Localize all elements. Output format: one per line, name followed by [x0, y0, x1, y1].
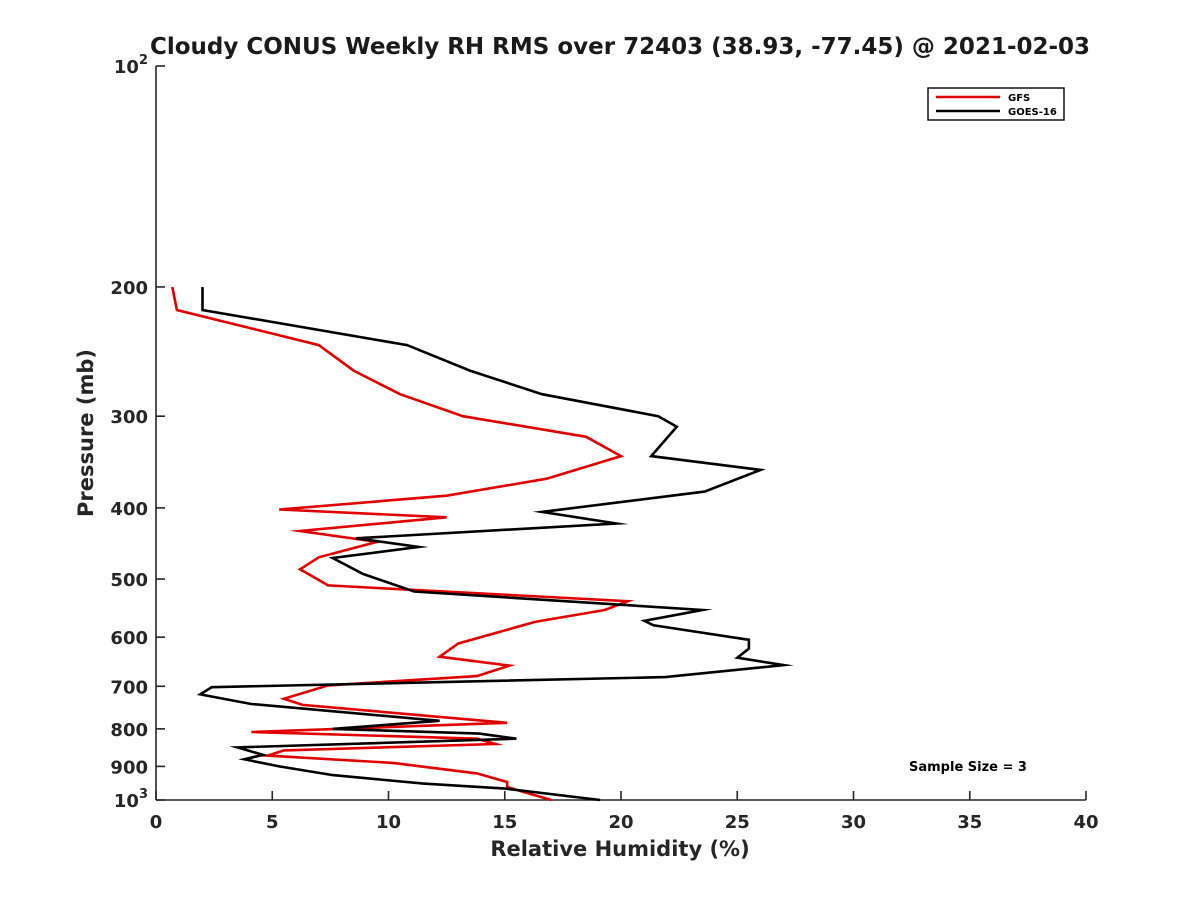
series-line-goes-16	[196, 287, 794, 802]
x-tick-label: 30	[841, 812, 866, 833]
y-tick-base: 10	[114, 791, 139, 812]
x-axis-label: Relative Humidity (%)	[490, 837, 749, 861]
legend: GFS GOES-16	[927, 87, 1065, 121]
plot-series	[171, 286, 794, 802]
y-axis-label: Pressure (mb)	[74, 349, 98, 517]
legend-label: GFS	[1008, 93, 1030, 104]
y-tick-label: 103	[114, 787, 148, 812]
x-tick-label: 10	[376, 812, 401, 833]
x-tick-label: 5	[266, 812, 279, 833]
chart-title: Cloudy CONUS Weekly RH RMS over 72403 (3…	[150, 34, 1090, 60]
x-tick-label: 20	[608, 812, 633, 833]
series-line-gfs	[171, 286, 635, 802]
y-tick-exponent: 3	[139, 787, 148, 802]
sample-size-annotation: Sample Size = 3	[909, 760, 1027, 775]
x-tick-label: 0	[150, 812, 163, 833]
y-tick-label: 300	[110, 407, 148, 428]
y-tick-label: 400	[110, 499, 148, 520]
x-tick-label: 40	[1073, 812, 1098, 833]
x-tick-label: 25	[725, 812, 750, 833]
y-tick-label: 700	[110, 677, 148, 698]
y-tick-label: 102	[114, 53, 148, 78]
plot-axes: 0 5 10 15 20 25 30 35 40102200300400500600700800…	[110, 53, 1098, 833]
y-tick-exponent: 2	[139, 53, 148, 68]
legend-box	[927, 87, 1065, 121]
y-tick-label: 800	[110, 720, 148, 741]
y-tick-base: 10	[114, 57, 139, 78]
y-tick-label: 500	[110, 570, 148, 591]
legend-label: GOES-16	[1008, 107, 1057, 118]
x-tick-label: 15	[492, 812, 517, 833]
y-tick-label: 900	[110, 757, 148, 778]
y-tick-label: 200	[110, 278, 148, 299]
y-tick-label: 600	[110, 628, 148, 649]
x-tick-label: 35	[957, 812, 982, 833]
